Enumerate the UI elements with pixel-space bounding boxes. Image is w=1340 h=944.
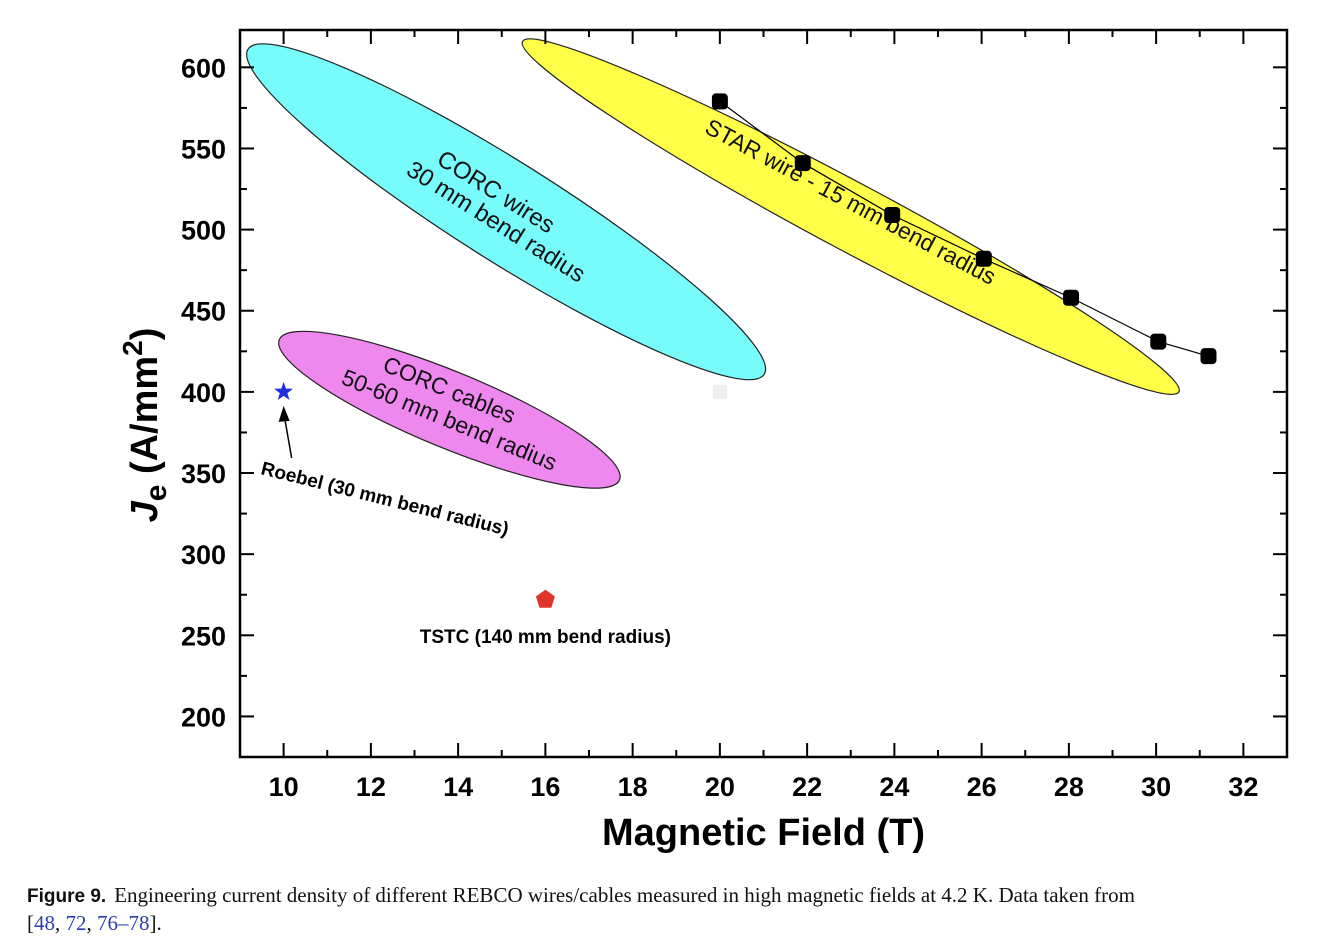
- y-tick-label: 350: [181, 459, 226, 489]
- caption-text: Engineering current density of different…: [114, 883, 1135, 907]
- region-ellipse: [278, 330, 621, 489]
- x-tick-label: 14: [443, 772, 473, 802]
- annotation-tstc: TSTC (140 mm bend radius): [420, 627, 671, 648]
- y-axis-label-part: ): [124, 328, 166, 341]
- data-point-star-wire: [1200, 348, 1217, 365]
- x-tick-label: 30: [1141, 772, 1171, 802]
- y-tick-label: 550: [181, 134, 226, 164]
- data-point-faint-square: [712, 384, 727, 399]
- x-tick-label: 22: [792, 772, 822, 802]
- data-point-star-wire: [884, 206, 901, 223]
- x-tick-label: 26: [967, 772, 997, 802]
- caption-ref-3[interactable]: 76–78: [97, 911, 150, 935]
- data-point-star-wire: [1150, 333, 1167, 350]
- y-tick-label: 400: [181, 378, 226, 408]
- x-tick-label: 24: [879, 772, 909, 802]
- data-point-star-wire: [975, 250, 992, 267]
- y-axis-label-part: (A/mm: [124, 356, 166, 485]
- y-tick-label: 500: [181, 216, 226, 246]
- data-point-tstc-pentagon: [535, 589, 555, 608]
- region-ellipse: [521, 38, 1180, 395]
- figure-caption: Figure 9. Engineering current density of …: [27, 883, 1135, 935]
- x-tick-label: 20: [705, 772, 735, 802]
- y-tick-label: 200: [181, 702, 226, 732]
- region-ellipse: [246, 43, 767, 381]
- annotation-roebel: Roebel (30 mm bend radius): [259, 458, 511, 540]
- x-tick-label: 12: [356, 772, 386, 802]
- annotation-arrow-head: [278, 405, 290, 422]
- caption-ref-2[interactable]: 72: [65, 911, 87, 935]
- series-line: [719, 100, 1209, 357]
- y-axis-label-part: J: [124, 500, 166, 522]
- y-tick-label: 300: [181, 540, 226, 570]
- y-tick-label: 450: [181, 297, 226, 327]
- caption-bracket-close: ].: [149, 911, 162, 935]
- x-tick-label: 32: [1228, 772, 1258, 802]
- x-tick-label: 10: [269, 772, 299, 802]
- annotation-arrow-line: [283, 417, 293, 459]
- caption-figure-label: Figure 9.: [27, 886, 107, 907]
- x-tick-label: 28: [1054, 772, 1084, 802]
- data-point-star-wire: [711, 93, 728, 110]
- x-axis-label: Magnetic Field (T): [602, 812, 925, 854]
- region-label: STAR wire - 15 mm bend radius: [701, 113, 1000, 289]
- caption-bracket-open: [: [27, 911, 34, 935]
- y-tick-label: 250: [181, 621, 226, 651]
- data-point-roebel-star: [274, 381, 294, 400]
- data-point-star-wire: [794, 155, 811, 172]
- y-axis-label: Je (A/mm2): [117, 328, 174, 523]
- caption-ref-1[interactable]: 48: [34, 911, 55, 935]
- x-tick-label: 16: [530, 772, 560, 802]
- x-tick-label: 18: [618, 772, 648, 802]
- y-tick-label: 600: [181, 53, 226, 83]
- y-axis-label-part: e: [140, 485, 173, 502]
- y-axis-label-part: 2: [117, 340, 148, 356]
- data-point-star-wire: [1063, 289, 1080, 306]
